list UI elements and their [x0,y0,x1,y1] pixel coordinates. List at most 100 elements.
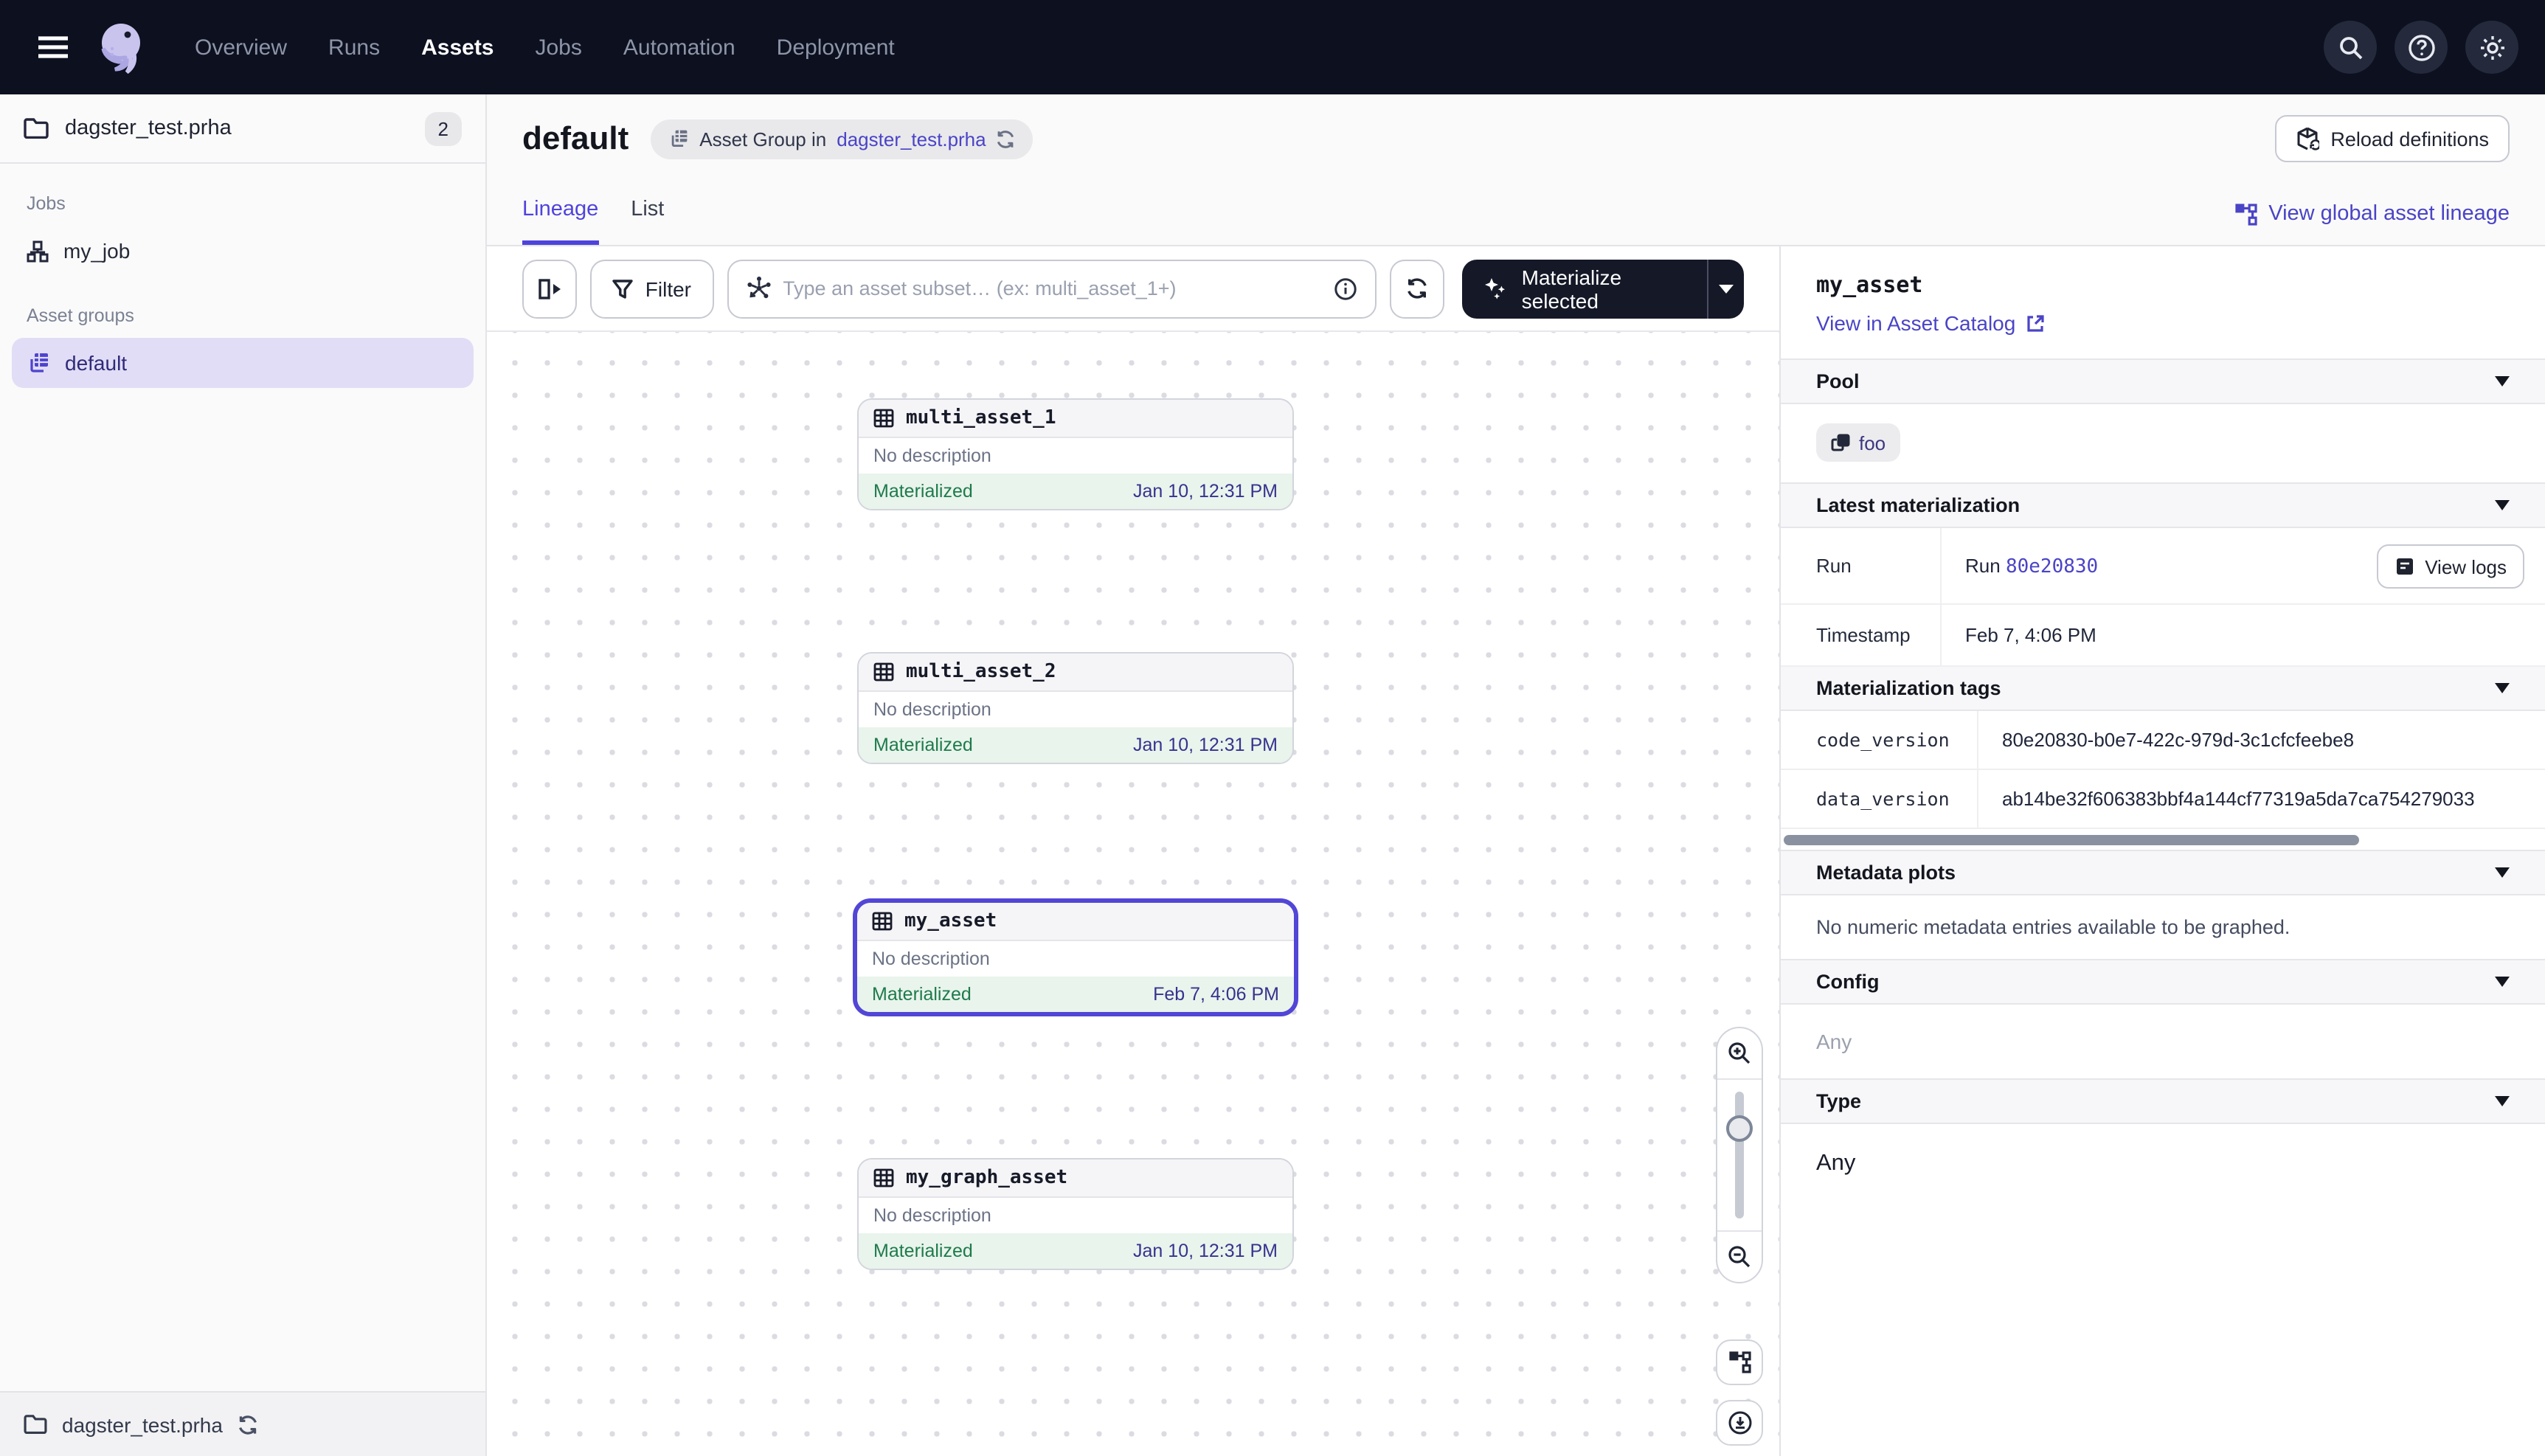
filter-button[interactable]: Filter [590,259,714,318]
asset-node-multi-asset-2[interactable]: multi_asset_2 No description Materialize… [857,652,1294,764]
main-area: default Asset Group in dagster_test.prha [487,94,2545,1456]
copy-layers-icon [1831,433,1850,452]
tag-key: data_version [1781,770,1978,828]
nav-deployment[interactable]: Deployment [776,35,895,60]
tab-list[interactable]: List [631,198,665,221]
help-icon[interactable] [2395,21,2448,74]
lineage-canvas[interactable]: multi_asset_1 No description Materialize… [487,332,1779,1456]
section-header-config[interactable]: Config [1781,959,2545,1005]
tab-lineage[interactable]: Lineage [522,198,599,245]
repo-header[interactable]: dagster_test.prha 2 [0,94,485,164]
horizontal-scrollbar[interactable] [1784,835,2359,845]
folder-icon [24,118,49,139]
reload-definitions-button[interactable]: Reload definitions [2274,115,2510,162]
refresh-graph-button[interactable] [1389,259,1445,318]
zoom-slider-track[interactable] [1735,1092,1744,1218]
section-header-materialization-tags[interactable]: Materialization tags [1781,665,2545,711]
view-global-asset-lineage-link[interactable]: View global asset lineage [2234,202,2510,226]
lineage-graph-icon [2234,203,2257,225]
external-link-icon [2026,313,2045,333]
asset-node-my-asset-selected[interactable]: my_asset No description Materialized Feb… [853,898,1298,1016]
table-icon [873,409,894,428]
section-label: Latest materialization [1816,494,2021,516]
chevron-down-icon [2495,376,2510,386]
pool-tag-foo[interactable]: foo [1816,423,1901,462]
asset-groups-section-label: Asset groups [27,305,134,326]
nav-runs[interactable]: Runs [328,35,381,60]
asset-node-status: Materialized [873,735,973,755]
zoom-slider-handle[interactable] [1726,1115,1753,1142]
asset-node-description: No description [873,1205,991,1226]
zoom-out-button[interactable] [1717,1232,1762,1282]
view-in-asset-catalog-link[interactable]: View in Asset Catalog [1816,311,2045,335]
hamburger-menu-icon[interactable] [27,21,80,74]
dagster-logo-icon[interactable] [91,16,153,78]
view-logs-button[interactable]: View logs [2376,544,2524,589]
zoom-slider[interactable] [1717,1078,1762,1232]
asset-node-status: Materialized [873,481,973,502]
asset-node-timestamp[interactable]: Jan 10, 12:31 PM [1133,735,1278,755]
section-header-pool[interactable]: Pool [1781,358,2545,404]
tabs: Lineage List [522,198,664,245]
materialize-selected-button[interactable]: Materialize selected [1463,259,1708,318]
view-in-asset-catalog-label: View in Asset Catalog [1816,311,2016,335]
info-icon[interactable] [1334,277,1357,300]
asset-node-status: Materialized [873,1241,973,1261]
sidebar-item-my-job[interactable]: my_job [12,226,474,276]
zoom-in-button[interactable] [1717,1028,1762,1078]
folder-icon [24,1415,47,1434]
nav-overview[interactable]: Overview [195,35,288,60]
lineage-toolbar: Filter [487,246,1779,332]
main-header: default Asset Group in dagster_test.prha [487,94,2545,246]
section-header-type[interactable]: Type [1781,1078,2545,1124]
asset-node-description: No description [873,699,991,720]
sparkle-icon [1483,276,1509,301]
search-icon[interactable] [2324,21,2377,74]
refresh-icon[interactable] [238,1414,258,1435]
section-header-metadata-plots[interactable]: Metadata plots [1781,850,2545,895]
run-label: Run [1781,528,1942,603]
asset-node-timestamp[interactable]: Jan 10, 12:31 PM [1133,481,1278,502]
asset-node-multi-asset-1[interactable]: multi_asset_1 No description Materialize… [857,398,1294,510]
chevron-down-icon [2495,500,2510,510]
job-icon [27,240,49,262]
nav-assets[interactable]: Assets [421,35,494,60]
asset-node-description: No description [872,949,990,969]
section-label: Config [1816,971,1880,993]
sidebar-item-label: my_job [63,239,131,263]
asset-subset-searchbox [727,259,1377,318]
nav-automation[interactable]: Automation [623,35,735,60]
latest-timestamp-row: Timestamp Feb 7, 4:06 PM [1781,605,2545,667]
nav-jobs[interactable]: Jobs [535,35,582,60]
expand-panel-button[interactable] [522,259,578,318]
run-value: Run 80e20830 [1942,554,2098,578]
gear-icon[interactable] [2465,21,2518,74]
chevron-down-icon [1719,284,1734,293]
section-label: Pool [1816,370,1860,392]
asset-node-my-graph-asset[interactable]: my_graph_asset No description Materializ… [857,1158,1294,1270]
asset-node-name: multi_asset_2 [906,661,1056,683]
asset-node-timestamp[interactable]: Jan 10, 12:31 PM [1133,1241,1278,1261]
tag-key: code_version [1781,711,1978,769]
page-title: default [522,119,629,156]
section-header-latest-materialization[interactable]: Latest materialization [1781,482,2545,528]
table-icon [872,912,893,931]
mini-lineage-button[interactable] [1716,1339,1763,1385]
table-icon [873,1168,894,1188]
breadcrumb-repo-link[interactable]: dagster_test.prha [837,128,986,150]
chevron-down-icon [2495,1096,2510,1106]
asset-node-timestamp[interactable]: Feb 7, 4:06 PM [1153,984,1279,1005]
metadata-empty-message: No numeric metadata entries available to… [1816,916,2290,938]
sidebar-footer-repo[interactable]: dagster_test.prha [0,1391,485,1456]
sidebar-item-default-group[interactable]: default [12,338,474,388]
asset-subset-input[interactable] [783,277,1322,299]
download-view-button[interactable] [1716,1400,1763,1446]
logs-icon [2394,556,2414,577]
materialize-dropdown-button[interactable] [1707,259,1744,318]
run-id-link[interactable]: 80e20830 [2005,555,2099,578]
refresh-icon[interactable] [997,129,1016,148]
repo-count-badge: 2 [424,111,462,145]
asset-node-name: my_asset [904,910,997,932]
filter-label: Filter [645,277,692,300]
chevron-down-icon [2495,867,2510,878]
